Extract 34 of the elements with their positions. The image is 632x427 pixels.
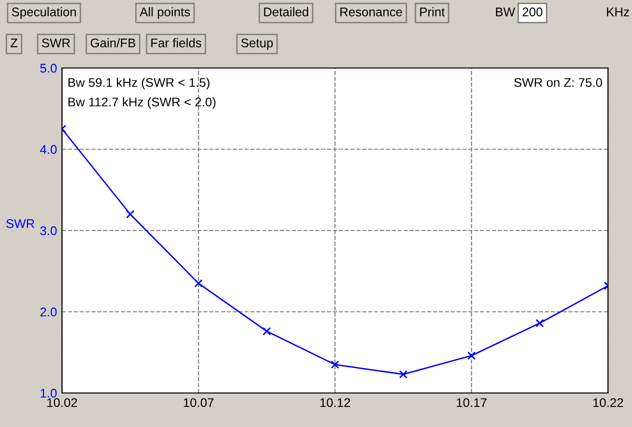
point	[399, 370, 408, 378]
text: Resonance	[340, 8, 402, 16]
x-tick-label: 10.07	[184, 398, 214, 408]
point	[194, 279, 203, 288]
text: Gain/FB	[90, 38, 136, 48]
y-tick-label: 1.0	[40, 388, 57, 398]
text: Far fields	[151, 38, 202, 48]
text: Detailed	[264, 7, 308, 16]
text: Setup	[241, 38, 273, 50]
point	[536, 318, 544, 328]
annotation: SWR on Z: 75.0	[514, 78, 602, 87]
text: 200	[522, 8, 542, 16]
text: Speculation	[12, 7, 76, 19]
point	[330, 360, 340, 369]
y-axis-title: SWR	[6, 219, 34, 228]
point	[467, 351, 476, 360]
point	[262, 327, 271, 336]
text: BW	[496, 8, 516, 16]
text: Print	[420, 7, 445, 16]
x-tick-label: 10.12	[320, 398, 350, 408]
point	[126, 210, 134, 218]
y-tick-label: 4.0	[40, 145, 57, 154]
annotation: Bw 59.1 kHz (SWR < 1.5)	[68, 78, 210, 90]
text: Z	[10, 38, 18, 48]
x-tick-label: 10.17	[456, 398, 487, 408]
annotation: Bw 112.7 kHz (SWR < 2.0)	[68, 97, 216, 109]
y-tick-label: 3.0	[40, 226, 57, 236]
text: KHz	[607, 8, 629, 16]
text: SWR	[42, 38, 70, 48]
y-tick-label: 2.0	[40, 308, 57, 316]
y-tick-label: 5.0	[40, 64, 57, 73]
x-tick-label: 10.02	[47, 398, 78, 408]
x-tick-label: 10.22	[593, 398, 624, 408]
text: All points	[140, 7, 190, 19]
